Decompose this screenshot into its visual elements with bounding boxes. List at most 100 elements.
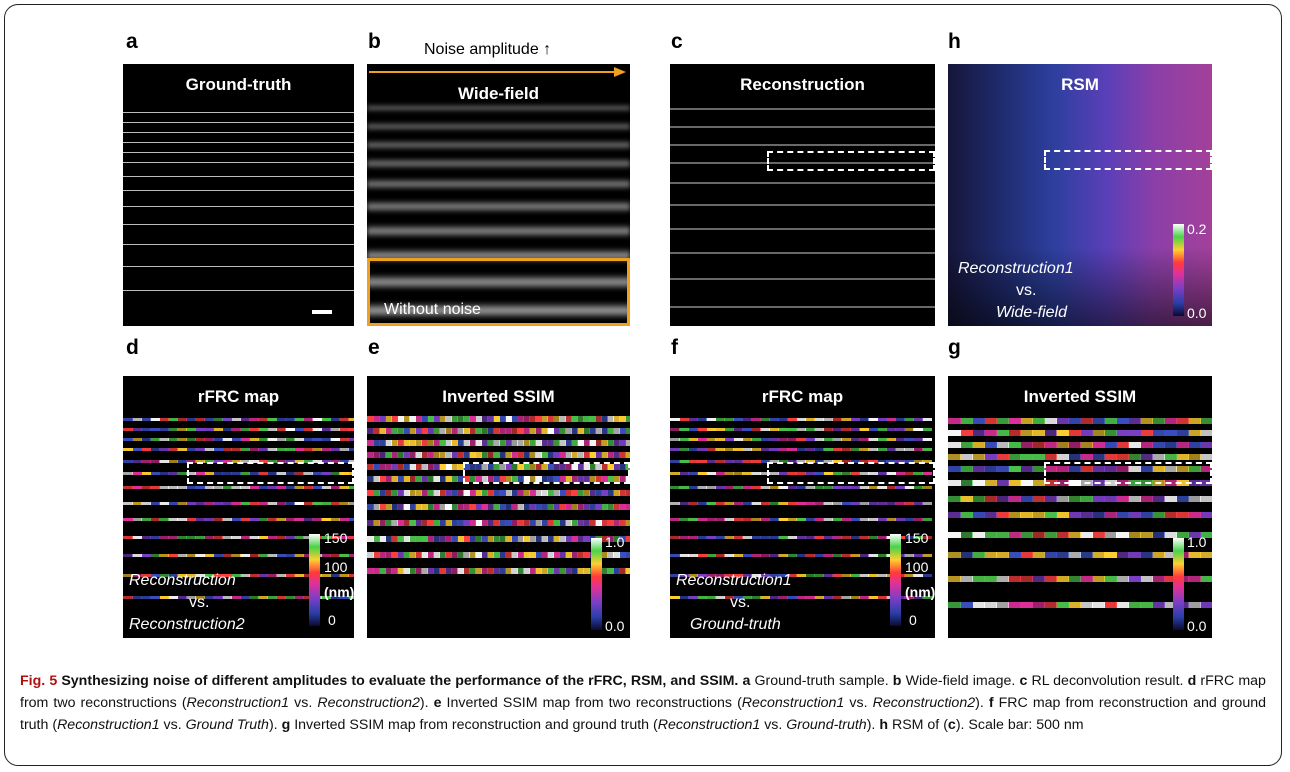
map-pixel (679, 448, 689, 451)
map-pixel (595, 520, 602, 526)
map-pixel (832, 502, 842, 505)
map-pixel (787, 428, 797, 431)
map-pixel (877, 472, 887, 475)
map-pixel (409, 476, 416, 482)
map-pixel (778, 448, 788, 451)
map-pixel (577, 416, 584, 422)
map-pixel (132, 554, 142, 557)
map-pixel (760, 418, 770, 421)
map-pixel (367, 490, 374, 496)
map-pixel (841, 502, 851, 505)
map-pixel (379, 416, 386, 422)
map-pixel (123, 486, 133, 489)
map-pixel (294, 460, 304, 463)
map-pixel (972, 496, 985, 502)
map-pixel (1044, 512, 1057, 518)
map-pixel (321, 596, 331, 599)
map-pixel (231, 438, 241, 441)
map-pixel (841, 472, 851, 475)
map-pixel (823, 536, 833, 539)
map-pixel (439, 476, 446, 482)
map-pixel (258, 418, 268, 421)
map-pixel (445, 440, 452, 446)
map-pixel (487, 464, 494, 470)
map-pixel (463, 476, 470, 482)
map-pixel (960, 512, 973, 518)
map-pixel (948, 512, 961, 518)
map-pixel (787, 536, 797, 539)
map-pixel (321, 574, 331, 577)
map-pixel (972, 480, 985, 486)
map-pixel (751, 554, 761, 557)
map-pixel (625, 536, 630, 542)
map-pixel (385, 416, 392, 422)
map-pixel (487, 452, 494, 458)
map-pixel (922, 486, 932, 489)
map-pixel (222, 486, 232, 489)
map-pixel (679, 486, 689, 489)
map-pixel (312, 486, 322, 489)
map-pixel (832, 536, 842, 539)
map-pixel (505, 464, 512, 470)
map-pixel (523, 416, 530, 422)
panel-letter-e: e (368, 336, 380, 359)
map-pixel (1080, 466, 1093, 472)
map-pixel (475, 464, 482, 470)
map-pixel (619, 452, 626, 458)
map-pixel (565, 568, 572, 574)
map-pixel (1020, 466, 1033, 472)
map-pixel (571, 476, 578, 482)
map-pixel (769, 438, 779, 441)
map-pixel (547, 416, 554, 422)
map-pixel (769, 448, 779, 451)
map-pixel (679, 574, 689, 577)
map-pixel (1176, 442, 1189, 448)
map-pixel (742, 518, 752, 521)
map-pixel (1116, 496, 1129, 502)
map-pixel (724, 596, 734, 599)
map-pixel (670, 518, 680, 521)
map-pixel (505, 504, 512, 510)
map-pixel (523, 568, 530, 574)
map-pixel (403, 504, 410, 510)
map-pixel (348, 472, 354, 475)
map-pixel (877, 596, 887, 599)
map-pixel (469, 520, 476, 526)
map-pixel (267, 574, 277, 577)
map-pixel (751, 472, 761, 475)
noise-arrow-line (369, 71, 616, 73)
map-pixel (439, 520, 446, 526)
map-pixel (904, 438, 914, 441)
map-pixel (1128, 418, 1141, 424)
map-pixel (787, 418, 797, 421)
map-pixel (499, 552, 506, 558)
map-pixel (619, 520, 626, 526)
map-pixel (487, 568, 494, 574)
map-pixel (805, 428, 815, 431)
map-pixel (589, 452, 596, 458)
map-pixel (577, 552, 584, 558)
map-pixel (541, 504, 548, 510)
map-pixel (1020, 454, 1033, 460)
map-pixel (451, 440, 458, 446)
map-pixel (1056, 512, 1069, 518)
map-pixel (1080, 430, 1093, 436)
map-pixel (445, 536, 452, 542)
map-pixel (457, 520, 464, 526)
map-pixel (553, 440, 560, 446)
map-pixel (481, 452, 488, 458)
map-pixel (733, 460, 743, 463)
map-pixel (132, 536, 142, 539)
map-pixel (619, 440, 626, 446)
map-pixel (733, 536, 743, 539)
map-pixel (409, 464, 416, 470)
map-pixel (367, 520, 374, 526)
map-pixel (511, 552, 518, 558)
caption-text: vs. (289, 695, 318, 711)
map-pixel (445, 464, 452, 470)
map-pixel (373, 428, 380, 434)
map-pixel (367, 452, 374, 458)
caption-text: Inverted SSIM map from two reconstructio… (446, 695, 742, 711)
map-pixel (195, 486, 205, 489)
roi-box (463, 462, 630, 484)
